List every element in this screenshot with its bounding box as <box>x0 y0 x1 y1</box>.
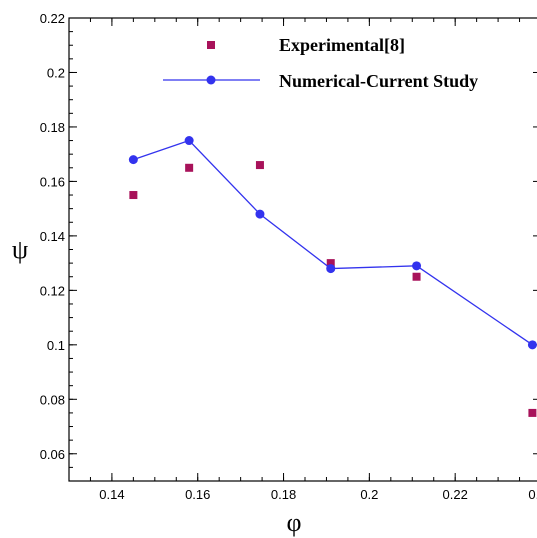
y-tick-label: 0.16 <box>40 174 65 189</box>
legend-label-numerical: Numerical-Current Study <box>279 71 478 91</box>
y-tick-label: 0.2 <box>47 65 65 80</box>
y-tick-label: 0.22 <box>40 11 65 26</box>
axis-ticks <box>68 17 537 482</box>
legend: Experimental[8] Numerical-Current Study <box>163 35 478 91</box>
x-axis-title: φ <box>286 508 301 537</box>
numerical-data-point <box>412 261 422 271</box>
numerical-data-point <box>184 136 194 146</box>
experimental-data-point <box>326 259 335 268</box>
experimental-data-point <box>129 191 138 200</box>
experimental-data-point <box>412 272 421 281</box>
x-tick-label: 0.18 <box>271 487 296 502</box>
y-axis-title: ψ <box>12 235 28 264</box>
tick-labels: 0.14 0.16 0.18 0.2 0.22 0.24 0.06 0.08 0.1 0.12 0.… <box>40 11 537 502</box>
y-tick-label: 0.1 <box>47 338 65 353</box>
series-layer <box>128 136 537 417</box>
numerical-data-point <box>527 340 537 350</box>
numerical-data-point <box>326 264 336 274</box>
legend-label-experimental: Experimental[8] <box>279 35 405 55</box>
experimental-data-point <box>528 408 537 417</box>
y-tick-label: 0.14 <box>40 229 65 244</box>
y-tick-label: 0.18 <box>40 120 65 135</box>
experimental-data-point <box>185 163 194 172</box>
legend-swatch-experimental <box>207 41 215 49</box>
numerical-data-point <box>255 209 265 219</box>
x-tick-label: 0.14 <box>99 487 124 502</box>
numerical-data-point <box>128 155 138 165</box>
x-tick-label: 0.16 <box>185 487 210 502</box>
x-tick-label: 0.22 <box>443 487 468 502</box>
y-tick-label: 0.12 <box>40 283 65 298</box>
x-tick-label: 0.2 <box>360 487 378 502</box>
y-tick-label: 0.08 <box>40 392 65 407</box>
experimental-data-point <box>255 161 264 170</box>
numerical-series-line <box>133 139 533 346</box>
y-tick-label: 0.06 <box>40 447 65 462</box>
legend-swatch-marker-numerical <box>206 75 216 85</box>
x-tick-label: 0.24 <box>528 487 537 502</box>
